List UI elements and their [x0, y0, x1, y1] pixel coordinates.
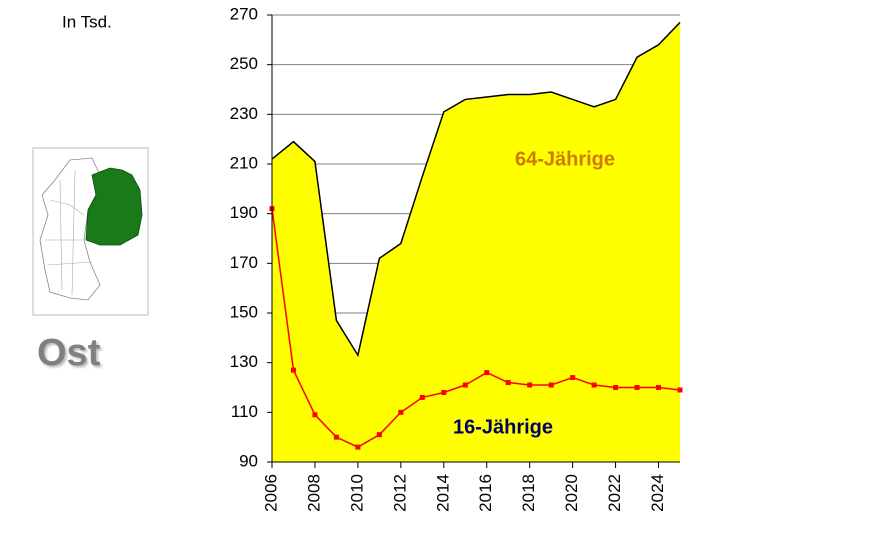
y-tick-label: 190: [230, 203, 258, 222]
marker: [462, 382, 468, 388]
series-line: [271, 208, 681, 448]
area-fill: [272, 22, 680, 462]
marker: [505, 380, 511, 386]
unit-label: In Tsd.: [62, 12, 112, 31]
y-tick-label: 110: [231, 402, 258, 421]
marker: [527, 382, 533, 388]
marker: [441, 389, 447, 395]
marker: [656, 385, 662, 390]
y-tick-label: 150: [230, 302, 258, 321]
x-tick-label: 2008: [304, 474, 323, 512]
x-tick-label: 2024: [648, 474, 667, 512]
x-tick-label: 2012: [390, 474, 409, 512]
marker: [355, 444, 361, 450]
x-tick-label: 2020: [562, 474, 581, 512]
marker: [419, 394, 425, 400]
x-tick-label: 2006: [261, 474, 280, 512]
map-icon: [32, 147, 149, 316]
marker: [634, 385, 640, 390]
x-tick-label: 2018: [519, 474, 538, 512]
marker: [677, 387, 683, 393]
x-tick-label: 2022: [605, 474, 624, 512]
x-tick-label: 2014: [433, 474, 452, 512]
x-tick-label: 2010: [347, 474, 366, 512]
region-label: Ost: [37, 332, 101, 374]
marker: [290, 367, 296, 373]
y-tick-label: 210: [230, 153, 258, 172]
series-label: 64-Jährige: [515, 148, 615, 170]
y-tick-label: 170: [230, 253, 258, 272]
marker: [548, 382, 554, 388]
y-tick-label: 230: [230, 104, 258, 123]
x-tick-label: 2016: [476, 474, 495, 512]
series-label: 16-Jährige: [453, 416, 553, 438]
y-tick-label: 270: [230, 4, 258, 23]
marker: [376, 432, 382, 438]
marker: [591, 382, 597, 388]
marker: [484, 370, 490, 376]
marker: [570, 375, 576, 381]
y-tick-label: 130: [230, 352, 258, 371]
y-tick-label: 90: [239, 451, 258, 470]
marker: [398, 409, 404, 415]
marker: [333, 434, 339, 440]
marker: [613, 385, 619, 390]
marker: [312, 412, 318, 418]
series-line: [271, 21, 681, 358]
y-tick-label: 250: [230, 54, 258, 73]
